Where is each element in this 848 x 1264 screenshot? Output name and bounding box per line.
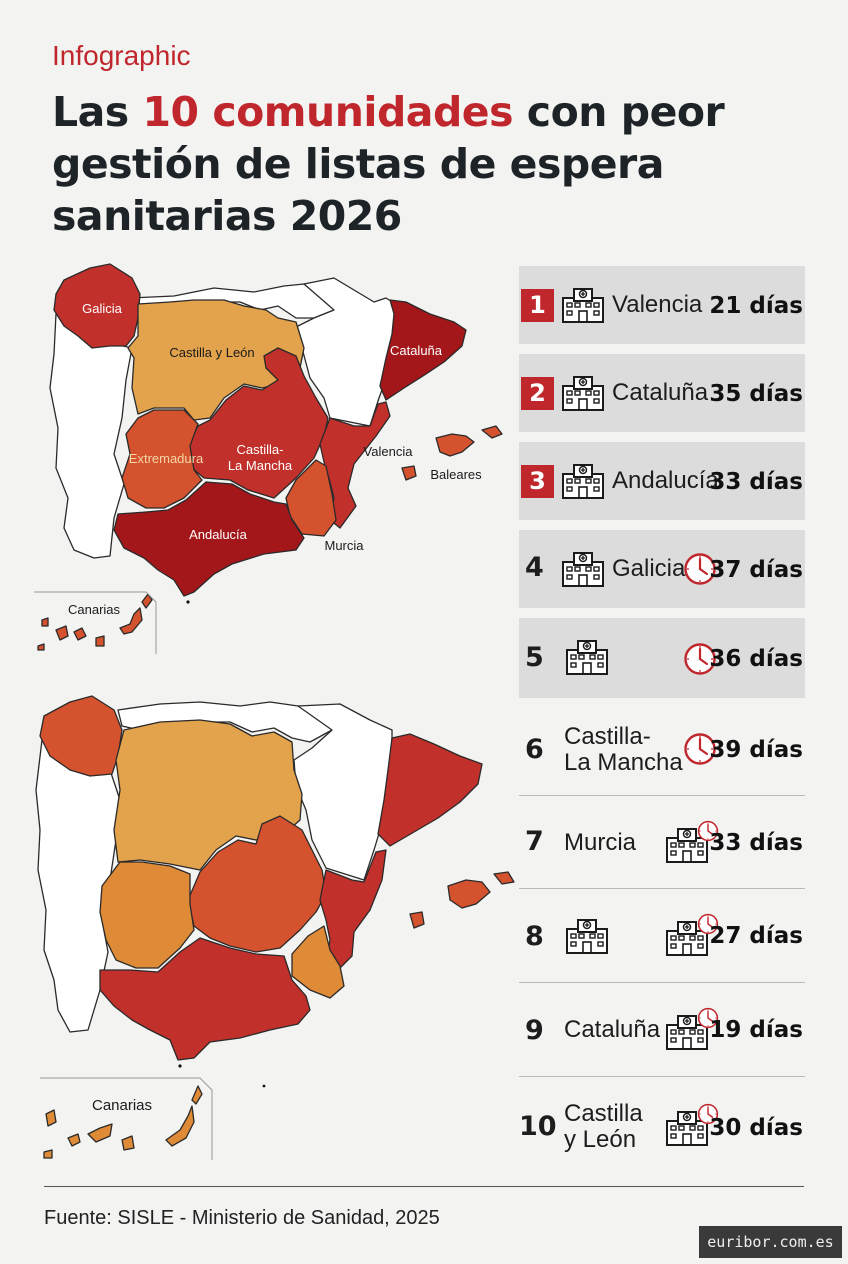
ranking-row-10: 10 Castilla y León 30 días: [519, 1077, 805, 1173]
ranking-days: 21 días: [709, 293, 803, 319]
ranking-row-1: 1 Valencia 21 días: [519, 266, 805, 344]
label-extremadura: Extremadura: [129, 451, 204, 466]
hospital-icon: [561, 550, 605, 588]
ranking-name: Cataluña: [612, 379, 709, 406]
region-andalucia: [113, 481, 305, 597]
ranking-name: Galicia: [612, 555, 686, 582]
label-baleares: Baleares: [430, 467, 482, 482]
region-galicia-b: [39, 695, 123, 777]
ranking-days: 30 días: [709, 1115, 803, 1141]
ranking-name: Andalucía: [612, 467, 719, 494]
label-cataluna: Cataluña: [390, 343, 443, 358]
hospital-icon: [565, 917, 609, 955]
label-castilla-mancha-1: Castilla-: [237, 442, 284, 457]
region-portugal-b: [35, 739, 121, 1033]
kicker: Infographic: [52, 40, 191, 71]
region-valencia-b: [319, 849, 387, 969]
ranking-days: 37 días: [709, 557, 803, 583]
ranking-name-line-1: Castilla: [564, 1100, 643, 1127]
ranking-row-8: 8 27 días: [519, 889, 805, 983]
island-menorca-b: [493, 871, 515, 885]
hospital-icon: [561, 374, 605, 412]
ranking-name-line-2: La Mancha: [564, 749, 683, 776]
region-extremadura-b: [99, 861, 195, 969]
label-galicia: Galicia: [82, 301, 123, 316]
hospital-icon: [561, 462, 605, 500]
ranking-row-7: 7 Murcia 33 días: [519, 796, 805, 889]
label-murcia: Murcia: [324, 538, 364, 553]
ranking-days: 19 días: [709, 1017, 803, 1043]
rank-number: 10: [519, 1111, 557, 1142]
island-ibiza: [401, 465, 417, 481]
ranking-name: Murcia: [564, 829, 637, 856]
island-mallorca: [435, 433, 475, 457]
rank-number: 9: [525, 1015, 544, 1046]
region-cataluna-b: [377, 733, 483, 847]
ranking-name: Cataluña: [564, 1016, 661, 1043]
ranking-row-4: 4 Galicia 37 días: [519, 530, 805, 608]
title-part-1: Las: [52, 88, 143, 136]
footer-divider: [44, 1186, 804, 1187]
label-valencia: Valencia: [364, 444, 414, 459]
top-map: Galicia Castilla y León Cataluña Castill…: [34, 258, 514, 658]
region-castilla-mancha: [187, 347, 329, 499]
label-castilla-mancha-2: La Mancha: [228, 458, 293, 473]
hospital-icon: [565, 638, 609, 676]
island-mallorca-b: [447, 879, 491, 909]
ranking-row-2: 2 Cataluña 35 días: [519, 354, 805, 432]
row-divider: [519, 982, 805, 983]
ranking-days: 33 días: [709, 830, 803, 856]
ranking-row-5: 5 36 días: [519, 618, 805, 698]
ranking-days: 39 días: [709, 737, 803, 763]
rank-number: 7: [525, 826, 544, 857]
ranking-name: Valencia: [612, 291, 703, 318]
region-murcia: [285, 459, 337, 537]
hospital-icon: [561, 286, 605, 324]
region-murcia-b: [291, 925, 345, 999]
region-cataluna: [379, 299, 467, 401]
ranking-name-line-1: Castilla-: [564, 723, 651, 750]
label-canarias-top: Canarias: [68, 602, 121, 617]
rank-number: 5: [525, 642, 544, 673]
label-castilla-leon: Castilla y León: [169, 345, 254, 360]
row-divider: [519, 1076, 805, 1077]
region-extremadura: [121, 409, 203, 509]
region-andalucia-b: [99, 937, 311, 1061]
ranking-days: 35 días: [709, 381, 803, 407]
ranking-row-9: 9 Cataluña 19 días: [519, 983, 805, 1077]
label-canarias-bottom: Canarias: [92, 1097, 152, 1114]
rank-badge: 1: [521, 289, 554, 322]
site-badge: euribor.com.es: [699, 1226, 842, 1258]
label-andalucia: Andalucía: [189, 527, 248, 542]
region-castilla-leon: [127, 299, 305, 421]
ranking-days: 27 días: [709, 923, 803, 949]
rank-number: 4: [525, 552, 544, 583]
title-part-2: con peor gestión de listas de espera san…: [52, 88, 725, 240]
ranking-row-6: 6 Castilla- La Mancha 39 días: [519, 704, 805, 796]
page-title: Las 10 comunidades con peor gestión de l…: [52, 86, 812, 242]
ranking-name-line-2: y León: [564, 1126, 637, 1153]
row-divider: [519, 795, 805, 796]
ranking-days: 33 días: [709, 469, 803, 495]
island-menorca: [481, 425, 503, 439]
region-galicia: [53, 263, 141, 349]
title-accent: 10 comunidades: [142, 88, 514, 136]
bottom-map: Canarias: [30, 690, 520, 1170]
ranking-days: 36 días: [709, 646, 803, 672]
region-aragon-b: [293, 703, 393, 881]
rank-number: 6: [525, 734, 544, 765]
rank-number: 8: [525, 921, 544, 952]
source-note: Fuente: SISLE - Ministerio de Sanidad, 2…: [44, 1207, 440, 1229]
ranking-row-3: 3 Andalucía 33 días: [519, 442, 805, 520]
rank-badge: 2: [521, 377, 554, 410]
rank-badge: 3: [521, 465, 554, 498]
island-ibiza-b: [409, 911, 425, 929]
row-divider: [519, 888, 805, 889]
